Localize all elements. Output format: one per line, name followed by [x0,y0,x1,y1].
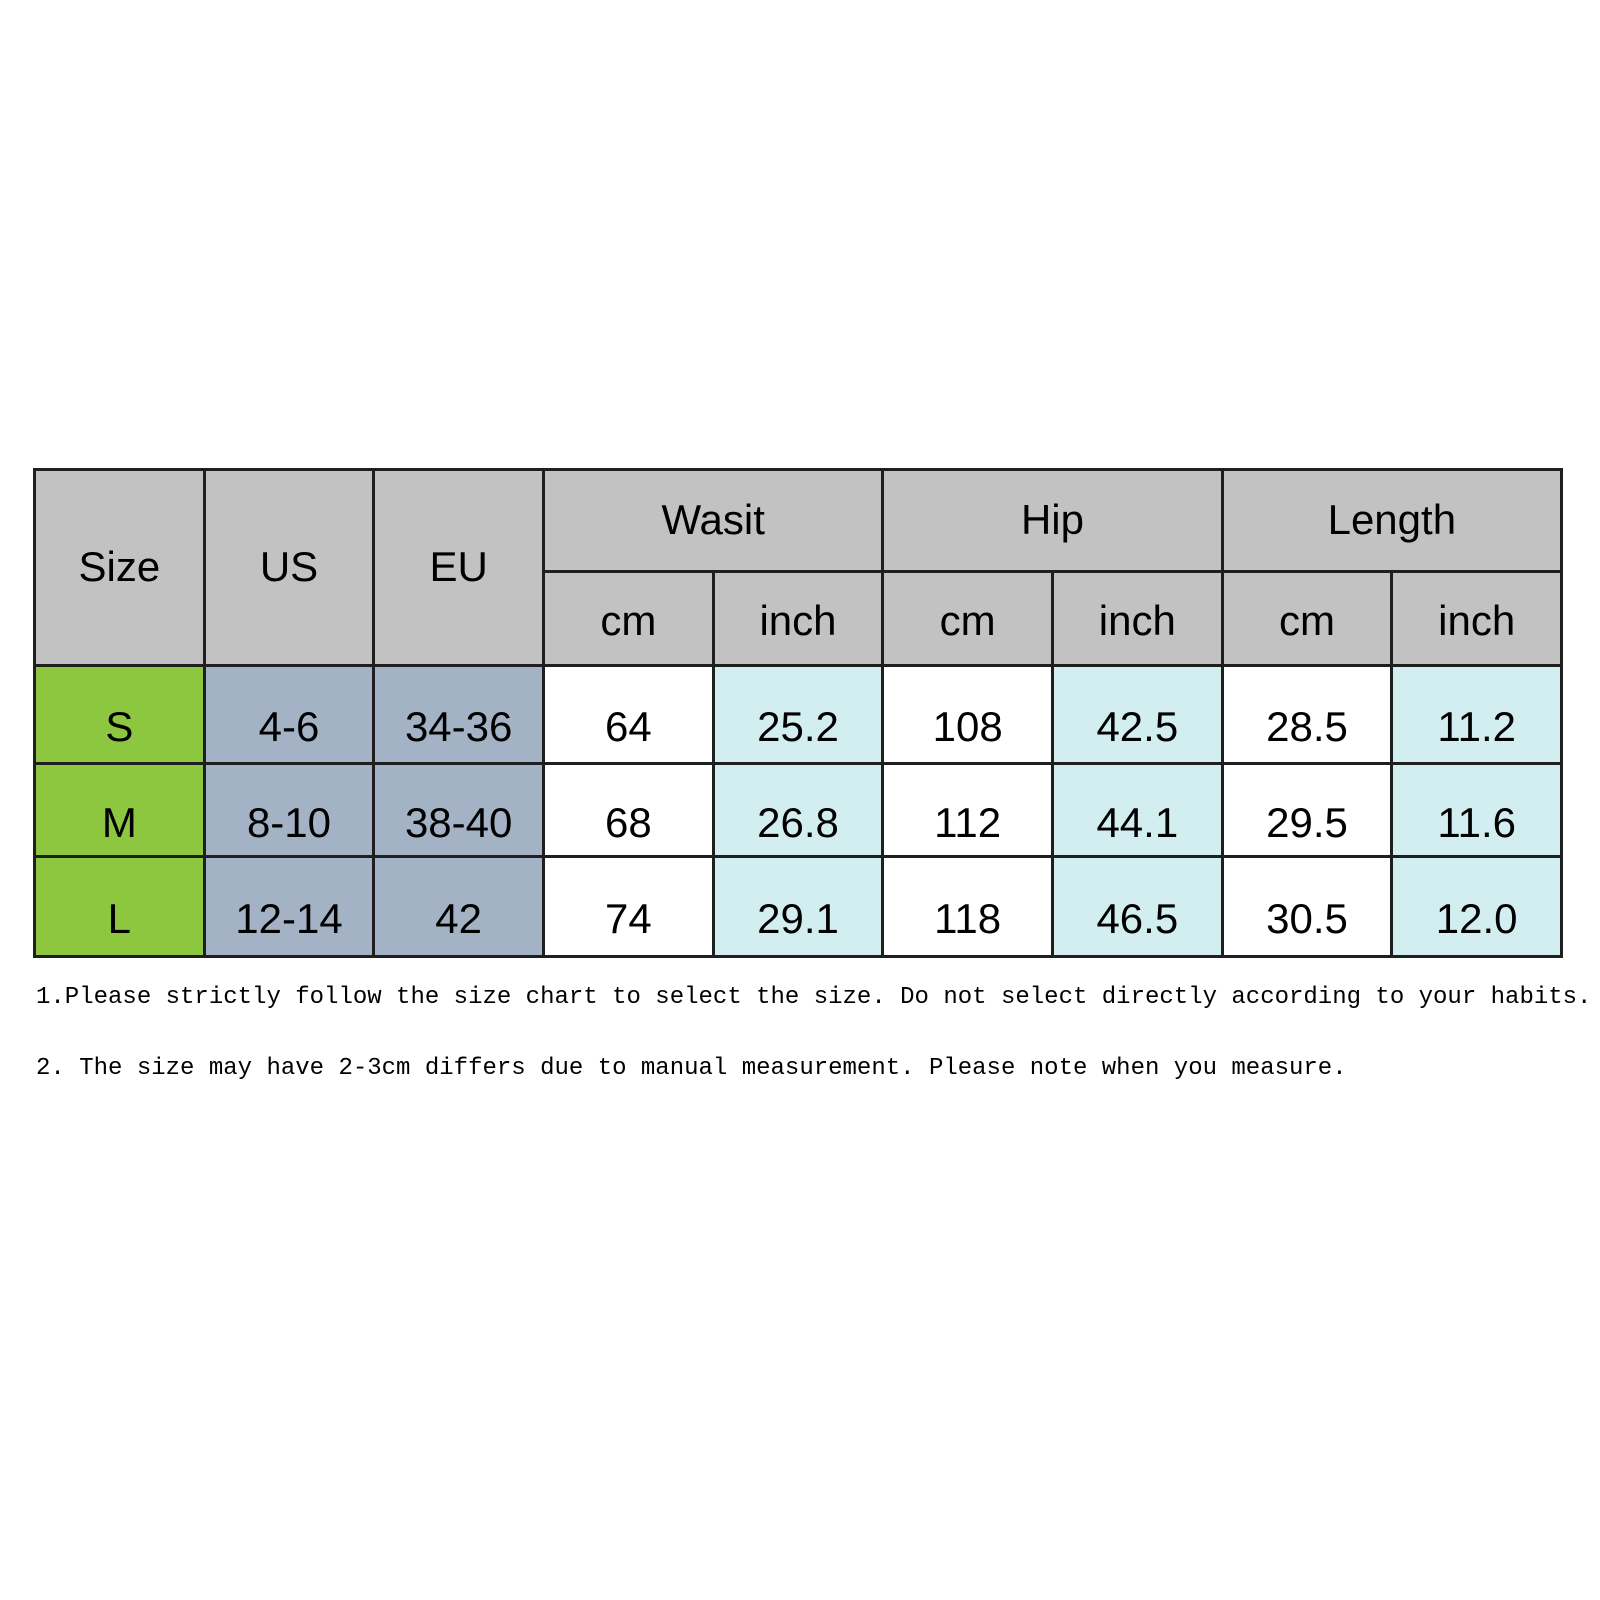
row-s-length-cm: 28.5 [1223,667,1391,762]
header-length: Length [1223,471,1560,570]
size-notes: 1.Please strictly follow the size chart … [36,984,1592,1126]
row-s-waist-inch: 25.2 [714,667,882,762]
subheader-hip-cm: cm [884,573,1051,664]
subheader-waist-inch: inch [714,573,882,664]
row-m-hip-inch: 44.1 [1054,765,1221,855]
header-size: Size [36,471,203,664]
row-l-eu: 42 [375,858,542,955]
row-s-eu: 34-36 [375,667,542,762]
row-m-waist-cm: 68 [545,765,712,855]
size-chart-table: Size US EU Wasit Hip Length cm inch cm i… [33,468,1563,958]
note-2: 2. The size may have 2-3cm differs due t… [36,1055,1347,1082]
subheader-length-inch: inch [1393,573,1560,664]
row-m-length-cm: 29.5 [1223,765,1391,855]
row-m-size: M [36,765,203,855]
row-l-length-inch: 12.0 [1393,858,1560,955]
row-m-length-inch: 11.6 [1393,765,1560,855]
header-us: US [205,471,373,664]
row-l-length-cm: 30.5 [1223,858,1391,955]
row-l-hip-cm: 118 [884,858,1051,955]
row-l-size: L [36,858,203,955]
row-l-hip-inch: 46.5 [1054,858,1221,955]
row-s-size: S [36,667,203,762]
row-l-waist-inch: 29.1 [714,858,882,955]
row-l-us: 12-14 [205,858,373,955]
row-m-eu: 38-40 [375,765,542,855]
note-1: 1.Please strictly follow the size chart … [36,984,1592,1011]
row-m-hip-cm: 112 [884,765,1051,855]
header-eu: EU [375,471,542,664]
subheader-hip-inch: inch [1054,573,1221,664]
row-s-length-inch: 11.2 [1393,667,1560,762]
row-s-hip-cm: 108 [884,667,1051,762]
header-hip: Hip [884,471,1221,570]
row-s-hip-inch: 42.5 [1054,667,1221,762]
subheader-waist-cm: cm [545,573,712,664]
subheader-length-cm: cm [1223,573,1391,664]
row-m-waist-inch: 26.8 [714,765,882,855]
row-s-waist-cm: 64 [545,667,712,762]
header-waist: Wasit [545,471,882,570]
row-l-waist-cm: 74 [545,858,712,955]
row-m-us: 8-10 [205,765,373,855]
row-s-us: 4-6 [205,667,373,762]
